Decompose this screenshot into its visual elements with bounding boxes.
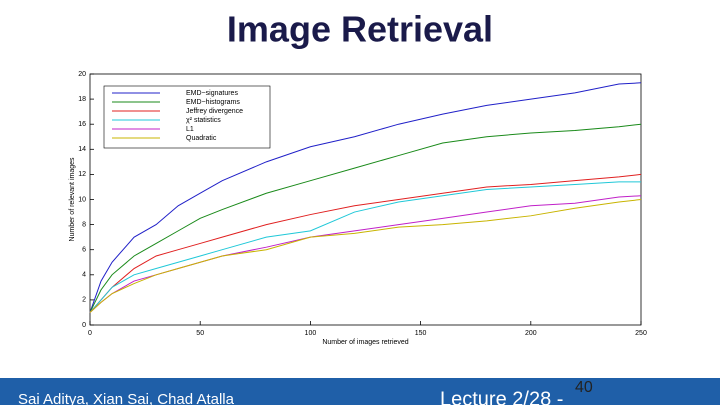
footer-left: Sai Aditya, Xian Sai, Chad Atalla [18, 391, 235, 405]
x-tick-label: 100 [305, 330, 317, 337]
y-tick-label: 14 [78, 146, 86, 153]
x-tick-label: 0 [88, 330, 92, 337]
series-line [89, 173, 642, 313]
y-tick-label: 6 [82, 247, 86, 254]
series-line [89, 199, 642, 313]
y-tick-label: 8 [82, 221, 86, 228]
legend-label: EMD−histograms [186, 99, 240, 106]
y-tick-label: 2 [82, 297, 86, 304]
y-axis-label: Number of relevant images [69, 157, 76, 242]
series-line [89, 82, 642, 313]
footer-center: Lecture 2/28 - [440, 388, 563, 405]
legend-label: L1 [186, 126, 194, 133]
page-number: 40 [575, 379, 593, 396]
y-tick-label: 20 [78, 71, 86, 78]
y-tick-label: 4 [82, 272, 86, 279]
x-tick-label: 150 [415, 330, 427, 337]
series-line [89, 195, 642, 313]
y-tick-label: 16 [78, 121, 86, 128]
footer-bar [0, 378, 720, 405]
y-tick-label: 18 [78, 96, 86, 103]
legend-label: χ² statistics [186, 117, 221, 124]
x-tick-label: 200 [525, 330, 537, 337]
slide-title: Image Retrieval [227, 9, 493, 50]
series-line [89, 181, 641, 313]
x-tick-label: 250 [635, 330, 647, 337]
y-tick-label: 12 [78, 171, 86, 178]
y-tick-label: 0 [82, 322, 86, 329]
x-tick-label: 50 [196, 330, 204, 337]
legend-label: Jeffrey divergence [186, 108, 243, 115]
series-line [89, 123, 642, 313]
legend-label: Quadratic [186, 135, 217, 142]
legend-label: EMD−signatures [186, 90, 238, 97]
x-axis-label: Number of images retrieved [322, 339, 408, 346]
y-tick-label: 10 [78, 196, 86, 203]
